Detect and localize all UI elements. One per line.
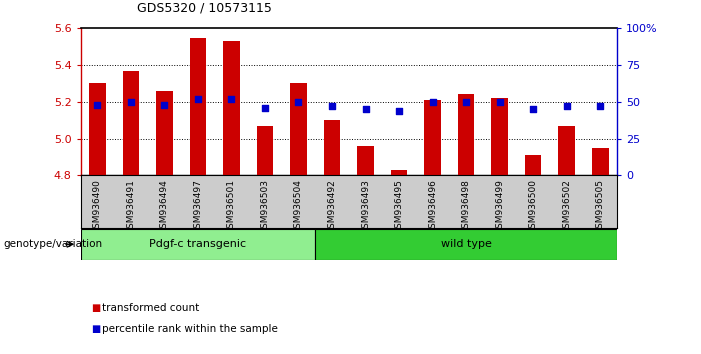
Point bbox=[427, 99, 438, 105]
Bar bbox=[89, 84, 106, 175]
Text: GSM936500: GSM936500 bbox=[529, 179, 538, 234]
Bar bbox=[357, 146, 374, 175]
Bar bbox=[223, 41, 240, 175]
Point bbox=[327, 103, 338, 109]
Text: transformed count: transformed count bbox=[102, 303, 199, 313]
Bar bbox=[189, 38, 206, 175]
Point bbox=[159, 102, 170, 108]
Text: GSM936505: GSM936505 bbox=[596, 179, 605, 234]
Bar bbox=[156, 91, 172, 175]
Text: GSM936492: GSM936492 bbox=[327, 179, 336, 234]
Text: GDS5320 / 10573115: GDS5320 / 10573115 bbox=[137, 1, 271, 14]
Point bbox=[393, 108, 404, 113]
Point bbox=[259, 105, 271, 110]
Text: GSM936490: GSM936490 bbox=[93, 179, 102, 234]
Text: GSM936503: GSM936503 bbox=[261, 179, 269, 234]
Text: GSM936491: GSM936491 bbox=[126, 179, 135, 234]
Text: percentile rank within the sample: percentile rank within the sample bbox=[102, 324, 278, 334]
Text: GSM936496: GSM936496 bbox=[428, 179, 437, 234]
Bar bbox=[458, 95, 475, 175]
Text: GSM936498: GSM936498 bbox=[461, 179, 470, 234]
Bar bbox=[290, 84, 307, 175]
Point bbox=[125, 99, 137, 105]
Point bbox=[561, 103, 572, 109]
Text: wild type: wild type bbox=[441, 239, 491, 249]
Bar bbox=[257, 126, 273, 175]
Text: GSM936493: GSM936493 bbox=[361, 179, 370, 234]
Bar bbox=[491, 98, 508, 175]
Bar bbox=[390, 170, 407, 175]
Point bbox=[594, 103, 606, 109]
Bar bbox=[81, 229, 315, 259]
Text: GSM936499: GSM936499 bbox=[495, 179, 504, 234]
Point bbox=[360, 106, 371, 112]
Bar bbox=[525, 155, 541, 175]
Point bbox=[192, 96, 203, 102]
Bar bbox=[123, 70, 139, 175]
Bar bbox=[424, 100, 441, 175]
Text: Pdgf-c transgenic: Pdgf-c transgenic bbox=[149, 239, 247, 249]
Point bbox=[461, 99, 472, 105]
Point bbox=[293, 99, 304, 105]
Text: ■: ■ bbox=[91, 324, 100, 334]
Text: GSM936495: GSM936495 bbox=[395, 179, 404, 234]
Bar bbox=[558, 126, 575, 175]
Bar bbox=[324, 120, 341, 175]
Text: GSM936497: GSM936497 bbox=[193, 179, 203, 234]
Text: genotype/variation: genotype/variation bbox=[4, 239, 102, 249]
Bar bbox=[315, 229, 617, 259]
Text: GSM936504: GSM936504 bbox=[294, 179, 303, 234]
Text: ■: ■ bbox=[91, 303, 100, 313]
Bar bbox=[592, 148, 608, 175]
Point bbox=[92, 102, 103, 108]
Point bbox=[494, 99, 505, 105]
Point bbox=[226, 96, 237, 102]
Point bbox=[527, 106, 538, 112]
Text: GSM936502: GSM936502 bbox=[562, 179, 571, 234]
Text: GSM936501: GSM936501 bbox=[227, 179, 236, 234]
Text: GSM936494: GSM936494 bbox=[160, 179, 169, 234]
